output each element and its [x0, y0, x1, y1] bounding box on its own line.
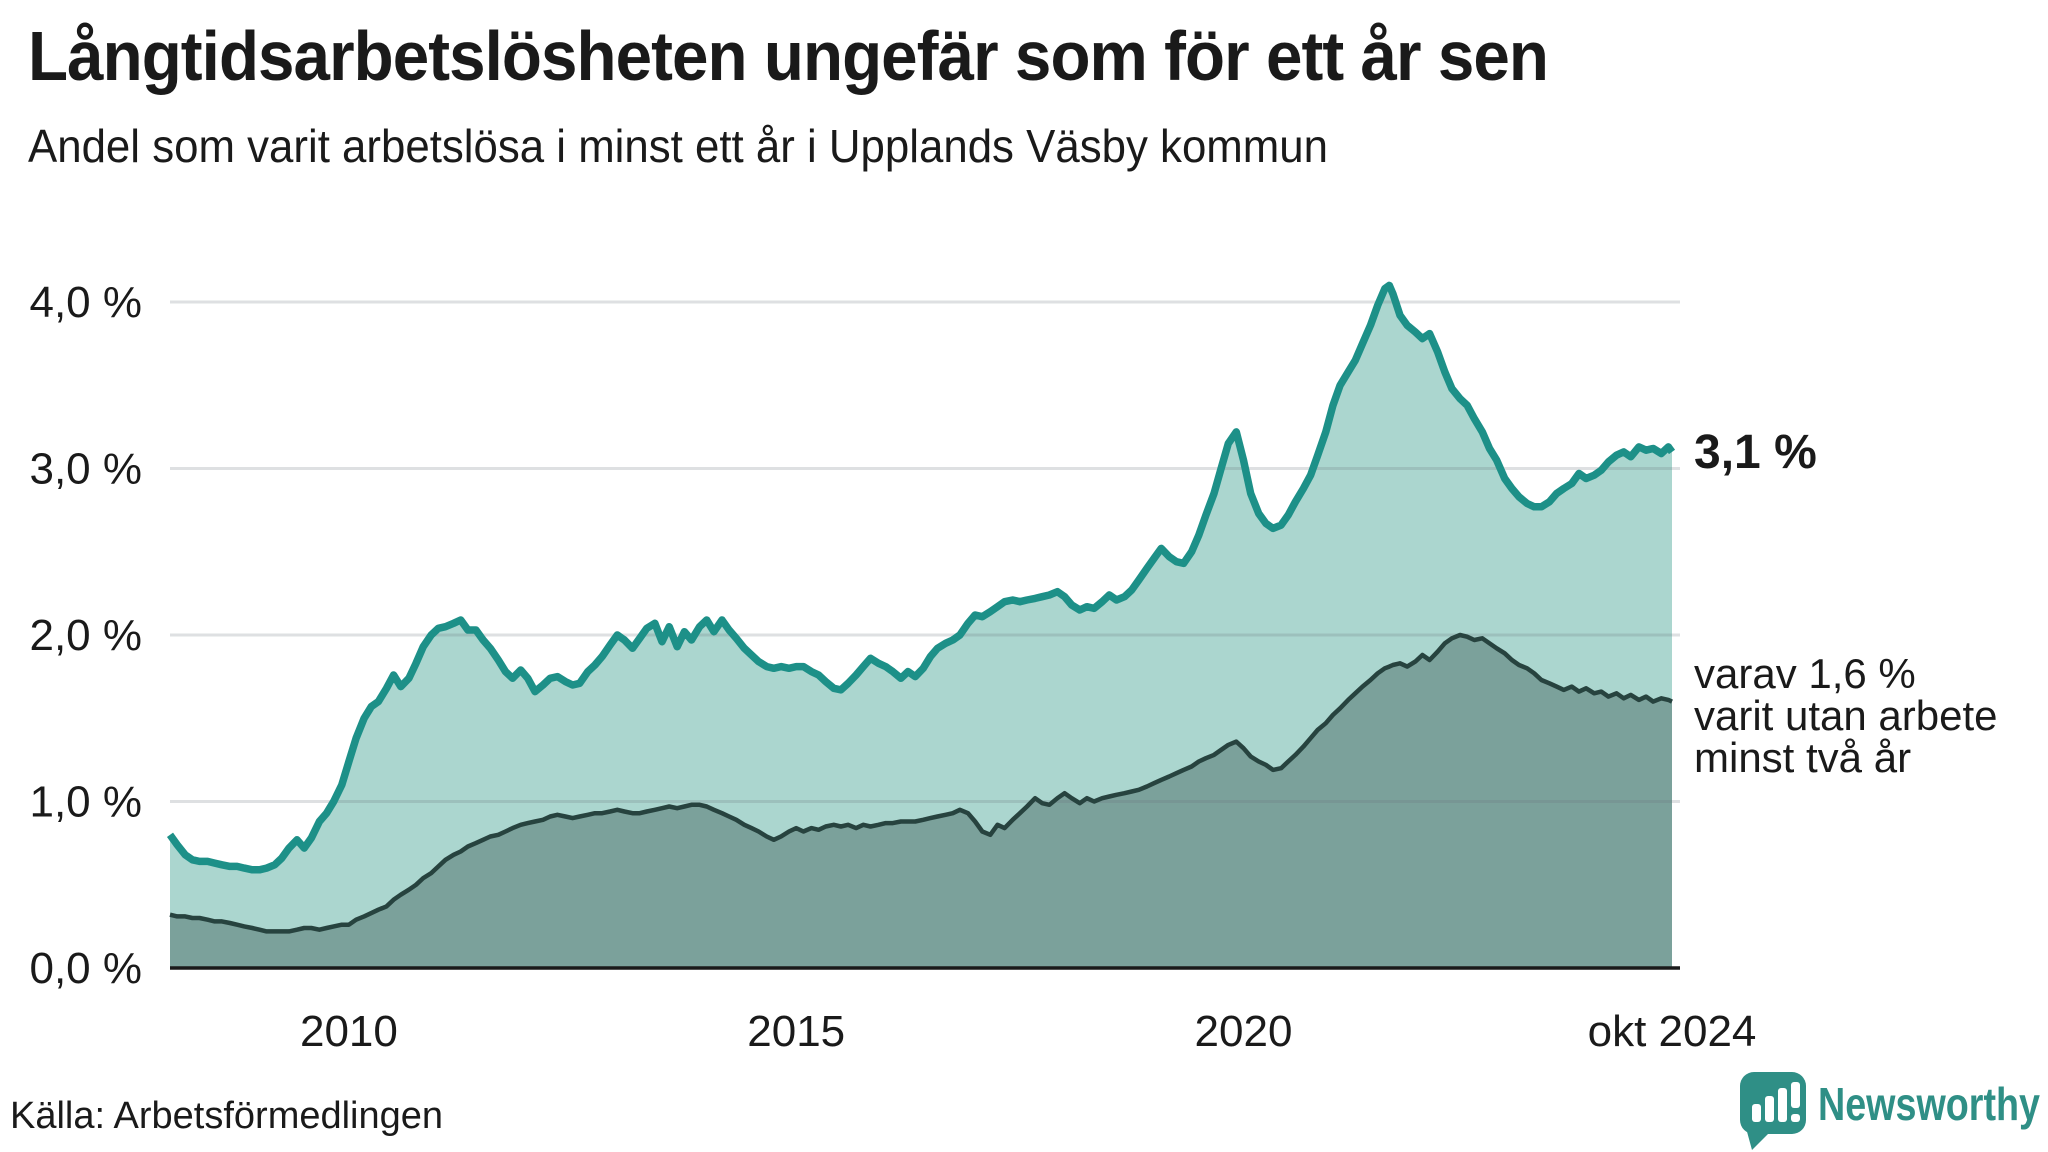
y-axis-labels: 0,0 % 1,0 % 2,0 % 3,0 % 4,0 % [29, 278, 142, 993]
x-axis-labels: 2010 2015 2020 okt 2024 [300, 1007, 1756, 1056]
y-tick-label: 3,0 % [29, 445, 142, 494]
logo-wordmark: Newsworthy [1818, 1078, 2040, 1130]
plot-area [166, 281, 1680, 970]
chart-subtitle: Andel som varit arbetslösa i minst ett å… [28, 120, 1328, 172]
y-tick-label: 2,0 % [29, 611, 142, 660]
x-tick-label: 2010 [300, 1007, 398, 1056]
end-value-label: 3,1 % [1694, 426, 1817, 479]
x-tick-label: okt 2024 [1588, 1007, 1757, 1056]
gridlines [170, 300, 1680, 803]
note-line-2: varit utan arbete [1694, 692, 1998, 739]
y-tick-label: 1,0 % [29, 778, 142, 827]
newsworthy-logo: Newsworthy [1740, 1072, 2040, 1150]
note-line-3: minst två år [1694, 734, 1911, 781]
speech-bubble-bar-chart-icon [1740, 1072, 1806, 1150]
line-twoyear-series [169, 632, 1673, 934]
chart-title: Långtidsarbetslösheten ungefär som för e… [28, 17, 1548, 95]
y-tick-label: 4,0 % [29, 278, 142, 327]
note-line-1: varav 1,6 % [1694, 650, 1916, 697]
line-total-series [166, 281, 1676, 874]
x-tick-label: 2015 [747, 1007, 845, 1056]
x-tick-label: 2020 [1195, 1007, 1293, 1056]
area-twoyear-series [170, 635, 1672, 968]
source-label: Källa: Arbetsförmedlingen [10, 1095, 443, 1137]
y-tick-label: 0,0 % [29, 944, 142, 993]
